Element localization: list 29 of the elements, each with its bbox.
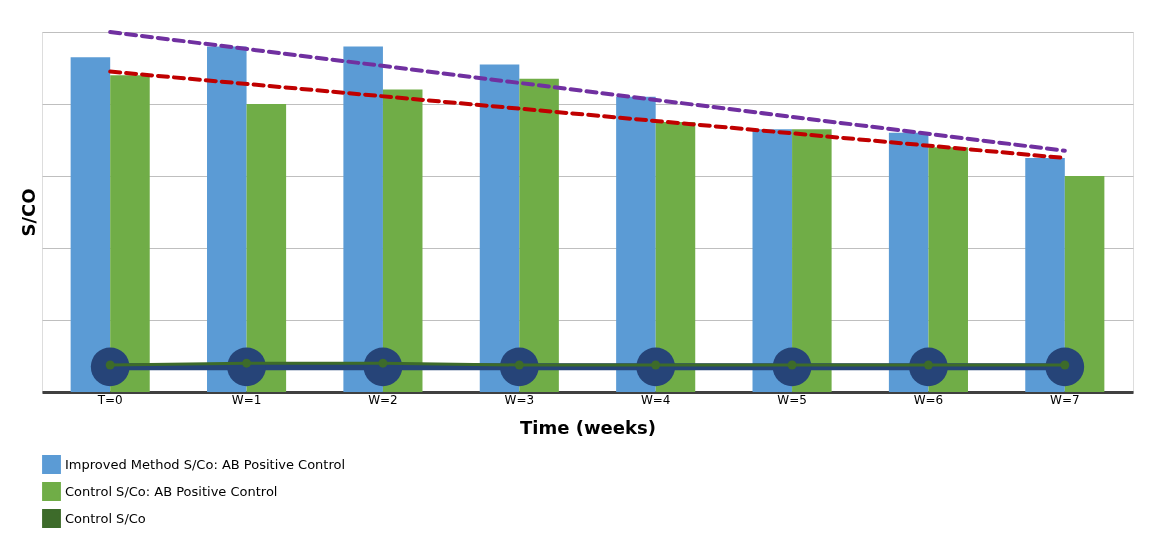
y-axis-title: S/CO bbox=[17, 188, 39, 237]
bar bbox=[246, 104, 287, 392]
bar bbox=[752, 129, 793, 392]
x-tick-label: T=0 bbox=[96, 392, 123, 407]
bar bbox=[479, 64, 520, 392]
bar bbox=[888, 132, 929, 392]
bar bbox=[655, 122, 696, 392]
legend-label: Improved Method S/Co: AB Positive Control bbox=[65, 456, 346, 472]
bar bbox=[70, 57, 111, 392]
legend-label: Control S/Co: AB Positive Control bbox=[65, 483, 278, 499]
x-tick-label: W=5 bbox=[777, 392, 807, 407]
bar bbox=[382, 89, 423, 392]
bar bbox=[616, 96, 656, 392]
bar bbox=[792, 129, 832, 392]
bar bbox=[343, 46, 383, 392]
x-tick-label: W=6 bbox=[913, 392, 944, 407]
legend-label: Control S/Co bbox=[65, 510, 146, 526]
x-tick-label: W=4 bbox=[640, 392, 671, 407]
x-tick-label: W=1 bbox=[231, 392, 262, 407]
x-axis-title: Time (weeks) bbox=[520, 416, 656, 438]
x-tick-label: W=2 bbox=[368, 392, 398, 407]
bar bbox=[1064, 176, 1105, 392]
bar bbox=[1025, 158, 1065, 392]
bar bbox=[928, 147, 968, 392]
bar bbox=[207, 46, 247, 392]
x-tick-label: W=3 bbox=[504, 392, 535, 407]
bar bbox=[110, 75, 150, 392]
bar bbox=[519, 78, 559, 392]
x-tick-label: W=7 bbox=[1050, 392, 1080, 407]
